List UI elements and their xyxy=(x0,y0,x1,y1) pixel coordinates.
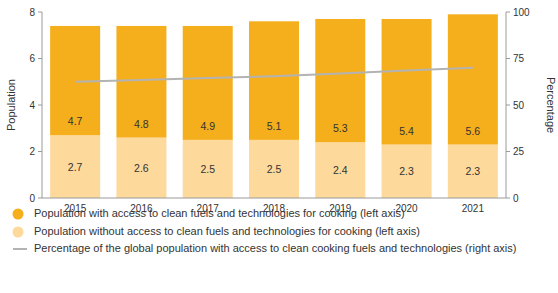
bar-segment xyxy=(448,14,498,144)
legend-text: Population without access to clean fuels… xyxy=(34,225,420,237)
bar-segment xyxy=(315,142,365,198)
data-label: 4.8 xyxy=(134,118,149,130)
y-tick-label: 2 xyxy=(29,146,35,157)
bar-segment xyxy=(183,140,233,198)
data-label: 5.3 xyxy=(333,122,348,134)
data-label: 5.1 xyxy=(267,120,282,132)
data-label: 4.7 xyxy=(68,115,83,127)
data-label: 5.4 xyxy=(399,125,414,137)
y2-tick-label: 50 xyxy=(513,100,525,111)
x-tick-label: 2021 xyxy=(462,203,485,214)
y-tick-label: 0 xyxy=(29,193,35,204)
legend-item: Population with access to clean fuels an… xyxy=(12,207,548,221)
bar-segment xyxy=(183,26,233,140)
plot-area xyxy=(50,14,498,198)
data-labels: 2.7 4.7 2.6 4.8 2.5 4.9 2.5 5.1 2.4 5.3 2.3 5.4 2.3 5… xyxy=(68,115,480,177)
data-label: 4.9 xyxy=(200,120,215,132)
legend-key xyxy=(12,242,28,255)
legend-item: Percentage of the global population with… xyxy=(12,242,548,256)
bar-segment xyxy=(116,26,166,138)
data-label: 2.6 xyxy=(134,162,149,174)
bar-segment xyxy=(382,145,432,198)
y2-tick xyxy=(506,151,510,152)
bar-segment xyxy=(315,19,365,142)
legend-line xyxy=(13,248,27,250)
y2-tick-label: 0 xyxy=(513,193,519,204)
y2-tick-label: 75 xyxy=(513,53,525,64)
legend-text: Percentage of the global population with… xyxy=(34,242,516,254)
data-label: 2.4 xyxy=(333,164,348,176)
y-tick xyxy=(38,58,42,59)
legend-key xyxy=(12,207,28,220)
y2-axis-title: Percentage xyxy=(545,77,557,133)
y2-tick xyxy=(506,105,510,106)
legend-item: Population without access to clean fuels… xyxy=(12,225,548,239)
y-tick xyxy=(38,105,42,106)
legend-swatch xyxy=(13,209,24,220)
legend-key xyxy=(12,225,28,238)
y2-tick-label: 100 xyxy=(513,7,530,18)
x-axis-line xyxy=(42,198,506,199)
line xyxy=(75,68,473,82)
y-tick xyxy=(38,12,42,13)
y2-tick xyxy=(506,12,510,13)
data-label: 2.3 xyxy=(466,165,481,177)
y-tick-label: 4 xyxy=(29,100,35,111)
y-tick xyxy=(38,151,42,152)
bar-segment xyxy=(249,21,299,140)
y2-tick xyxy=(506,198,510,199)
y-axis-title: Population xyxy=(5,79,17,131)
y-tick-label: 6 xyxy=(29,53,35,64)
bar-segment xyxy=(448,145,498,198)
legend-text: Population with access to clean fuels an… xyxy=(34,207,405,219)
y2-tick-label: 25 xyxy=(513,146,525,157)
bar-segment xyxy=(50,135,100,198)
data-label: 2.5 xyxy=(200,163,215,175)
bar-segment xyxy=(382,19,432,145)
data-label: 2.5 xyxy=(267,163,282,175)
legend: Population with access to clean fuels an… xyxy=(12,207,548,260)
data-label: 2.7 xyxy=(68,161,83,173)
y2-tick xyxy=(506,58,510,59)
legend-swatch xyxy=(13,226,24,237)
y-tick xyxy=(38,198,42,199)
y-tick-label: 8 xyxy=(29,7,35,18)
data-label: 2.3 xyxy=(399,165,414,177)
bar-segment xyxy=(116,138,166,198)
data-label: 5.6 xyxy=(466,125,481,137)
bar-segment xyxy=(249,140,299,198)
